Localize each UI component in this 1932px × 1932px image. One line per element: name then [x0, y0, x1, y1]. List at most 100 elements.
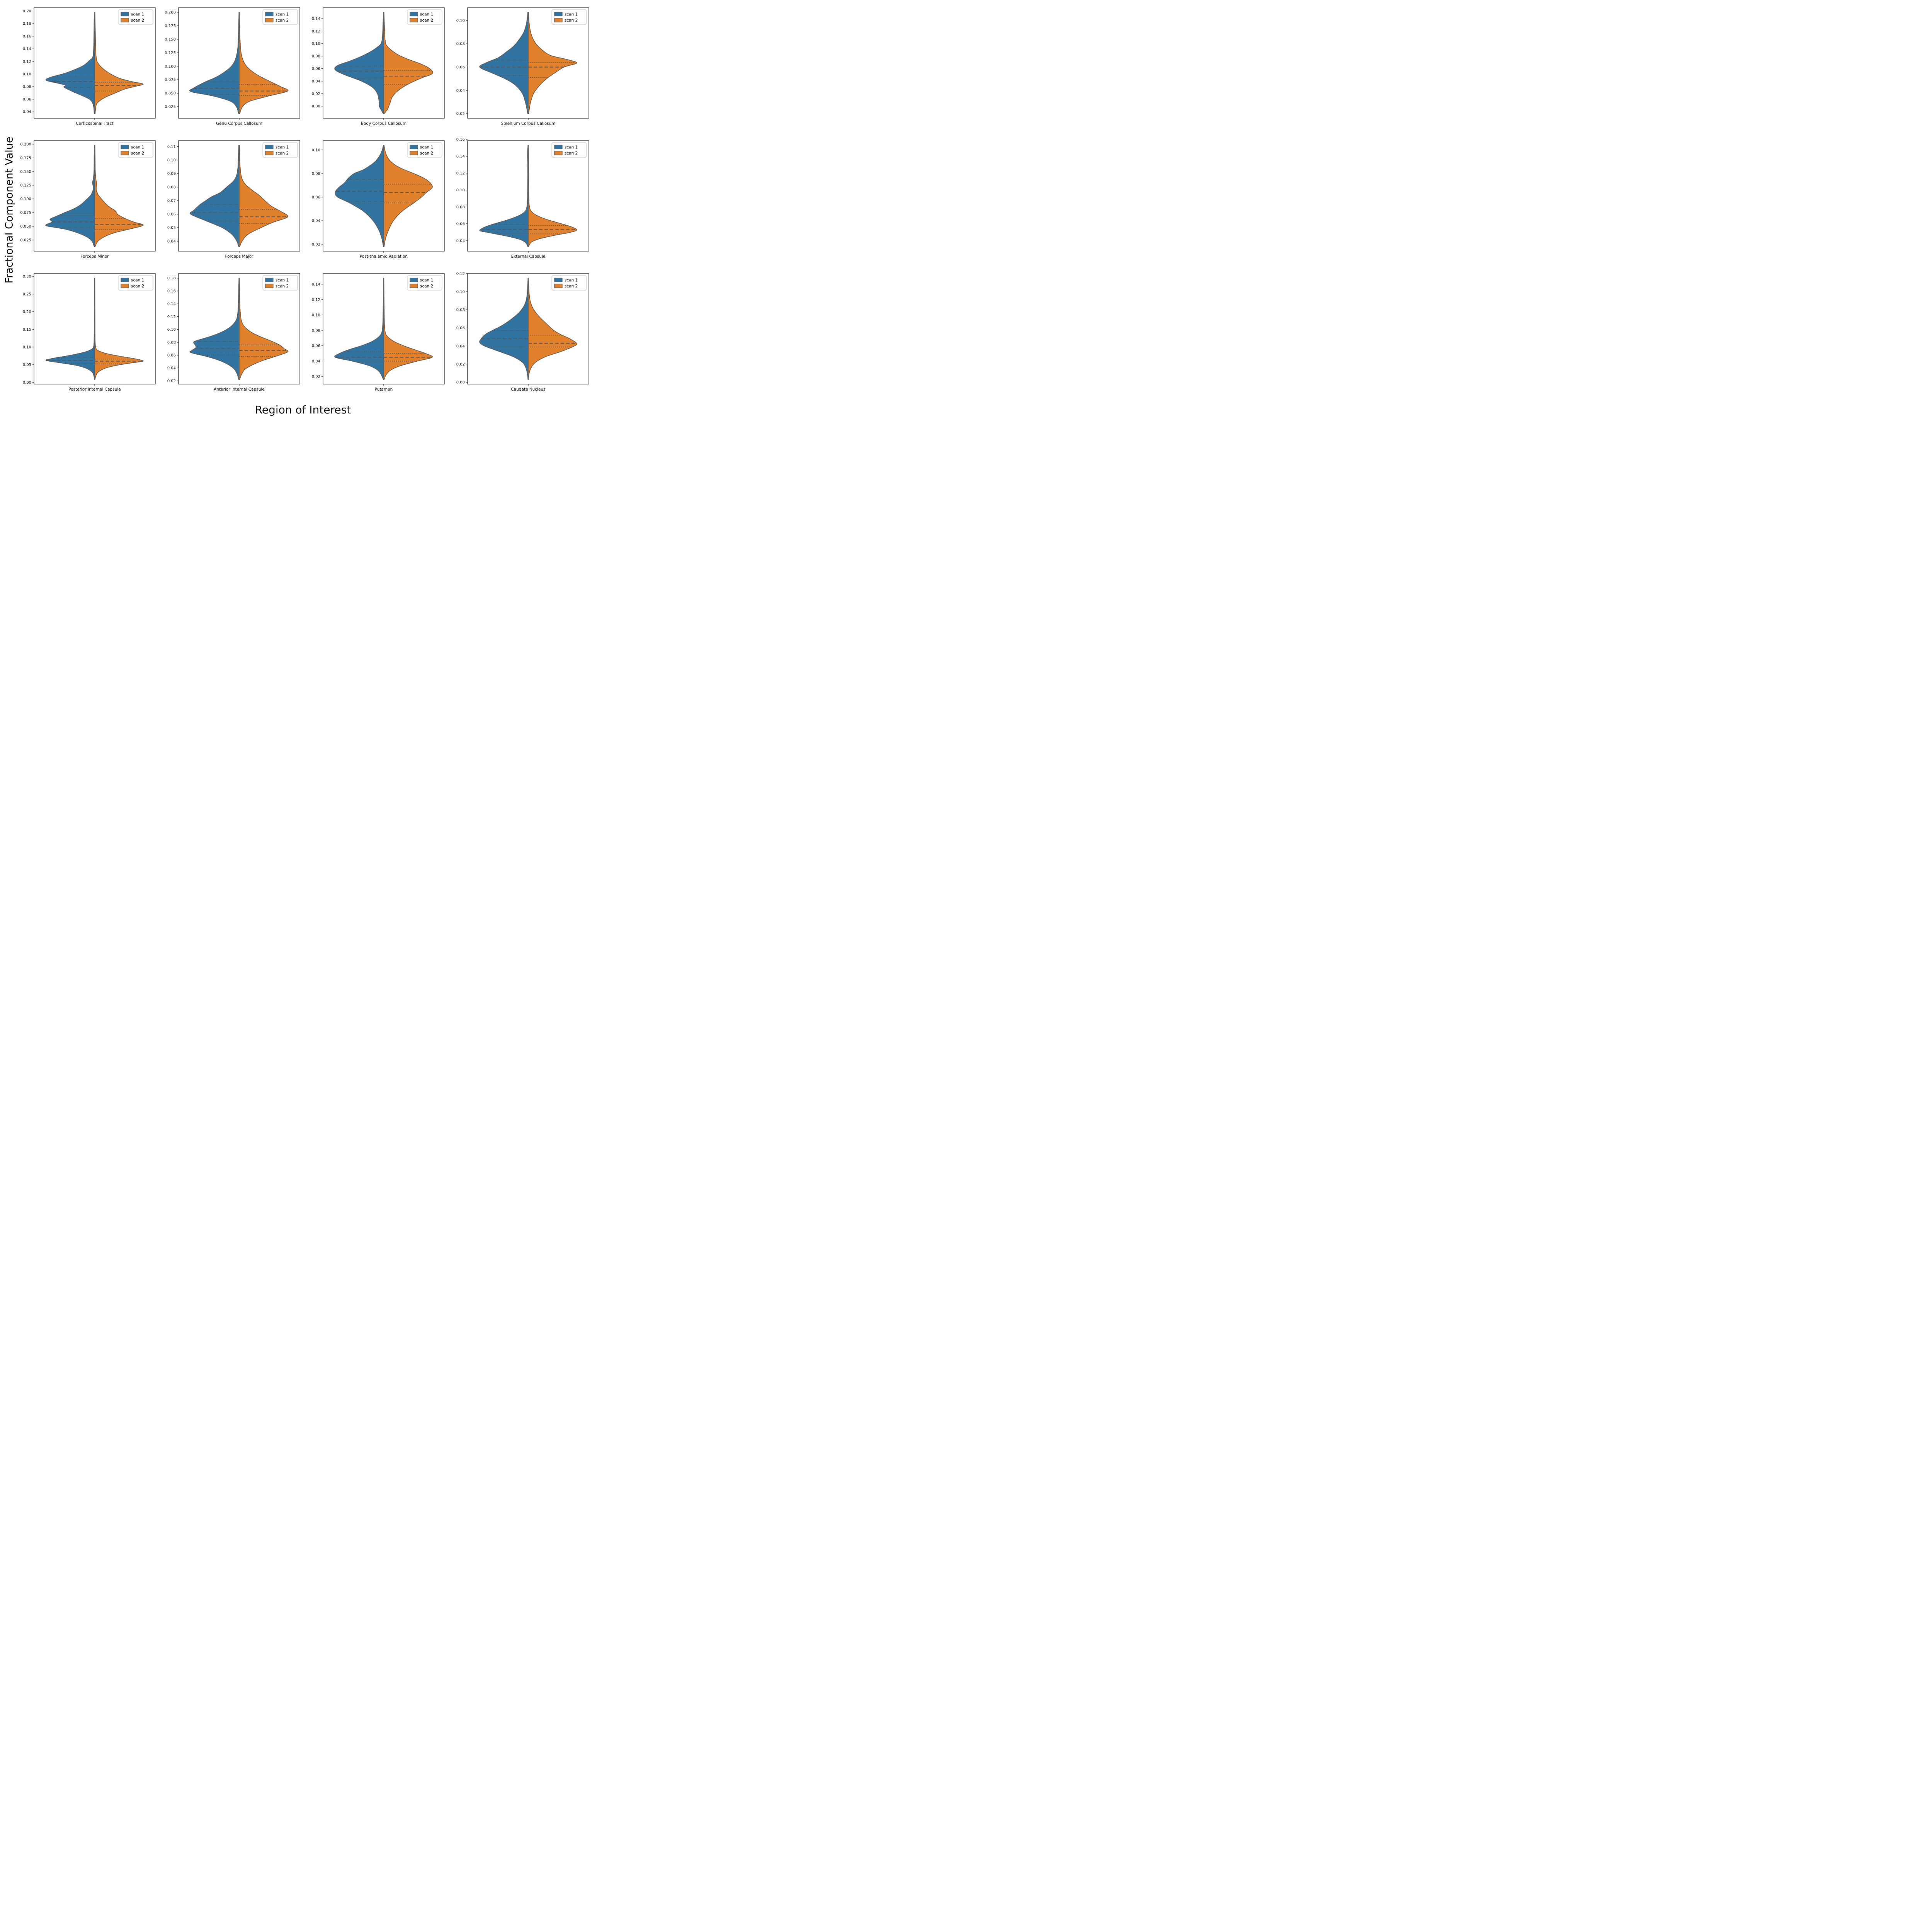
- y-tick-label: 0.12: [312, 298, 320, 302]
- legend-label-scan-1: scan 1: [131, 278, 144, 283]
- legend-label-scan-1: scan 1: [131, 12, 144, 17]
- y-tick-label: 0.25: [23, 292, 31, 296]
- violin-scan-1: [335, 145, 384, 247]
- x-tick-label: External Capsule: [511, 254, 546, 259]
- y-tick-label: 0.10: [312, 313, 320, 318]
- y-tick-label: 0.025: [165, 105, 176, 109]
- legend-swatch-scan-1: [410, 145, 418, 150]
- y-tick-label: 0.08: [312, 328, 320, 333]
- violin-scan-2: [528, 278, 578, 380]
- y-tick-label: 0.06: [167, 213, 176, 217]
- y-tick-label: 0.100: [20, 197, 31, 201]
- y-tick-label: 0.15: [23, 328, 31, 332]
- legend-label-scan-2: scan 2: [565, 151, 578, 156]
- y-tick-label: 0.200: [20, 142, 31, 146]
- legend-label-scan-2: scan 2: [420, 284, 433, 289]
- legend-swatch-scan-2: [410, 18, 418, 22]
- y-tick-label: 0.06: [312, 67, 320, 71]
- legend-swatch-scan-2: [265, 151, 274, 155]
- y-tick-label: 0.04: [23, 110, 31, 114]
- subplot-external-capsule: 0.04 0.06 0.08 0.10 0.12 0.14 0.16 External Cap…: [456, 138, 589, 259]
- violin-scan-2: [239, 12, 289, 114]
- legend-swatch-scan-2: [554, 18, 563, 22]
- y-tick-label: 0.200: [165, 10, 176, 15]
- y-tick-label: 0.04: [312, 359, 320, 364]
- violin-scan-1: [334, 278, 384, 380]
- y-tick-label: 0.050: [165, 92, 176, 96]
- x-tick-label: Splenium Corpus Callosum: [501, 121, 555, 126]
- y-tick-label: 0.08: [312, 54, 320, 59]
- violin-scan-2: [383, 12, 433, 114]
- y-tick-label: 0.06: [167, 353, 176, 357]
- violin-scan-2: [94, 278, 144, 380]
- y-tick-label: 0.08: [312, 172, 320, 176]
- legend-swatch-scan-2: [410, 151, 418, 155]
- subplot-corticospinal-tract: 0.04 0.06 0.08 0.10 0.12 0.14 0.16 0.18 0.20 Cort…: [23, 7, 156, 126]
- violin-scan-2: [383, 145, 433, 247]
- violin-scan-2: [239, 145, 288, 247]
- violin-scan-1: [45, 12, 95, 114]
- subplot-caudate-nucleus: 0.00 0.02 0.04 0.06 0.08 0.10 0.12 Caudate Nucl…: [456, 272, 589, 392]
- y-tick-label: 0.06: [456, 222, 465, 226]
- legend-swatch-scan-1: [121, 277, 129, 282]
- y-tick-label: 0.06: [312, 195, 320, 199]
- y-tick-label: 0.04: [312, 79, 320, 83]
- y-tick-label: 0.16: [23, 34, 31, 39]
- y-tick-label: 0.075: [20, 211, 31, 215]
- legend-label-scan-1: scan 1: [420, 278, 433, 283]
- y-tick-label: 0.10: [23, 72, 31, 77]
- legend-label-scan-2: scan 2: [420, 18, 433, 23]
- violin-scan-2: [94, 12, 144, 114]
- y-tick-label: 0.150: [20, 170, 31, 174]
- y-tick-label: 0.04: [456, 88, 465, 93]
- legend-label-scan-2: scan 2: [131, 18, 144, 23]
- y-tick-label: 0.02: [456, 112, 465, 116]
- x-tick-label: Forceps Minor: [80, 254, 109, 259]
- subplot-posterior-internal-capsule: 0.00 0.05 0.10 0.15 0.20 0.25 0.30 Posterior In…: [23, 273, 156, 392]
- y-tick-label: 0.02: [312, 375, 320, 379]
- y-tick-label: 0.02: [456, 362, 465, 367]
- y-tick-label: 0.02: [167, 379, 176, 383]
- y-tick-label: 0.12: [312, 29, 320, 34]
- y-tick-label: 0.30: [23, 275, 31, 279]
- legend-swatch-scan-1: [410, 277, 418, 282]
- x-tick-label: Putamen: [375, 387, 393, 392]
- y-tick-label: 0.025: [20, 238, 31, 243]
- y-tick-label: 0.12: [456, 171, 465, 175]
- legend-label-scan-2: scan 2: [565, 18, 578, 23]
- legend-swatch-scan-1: [121, 145, 129, 150]
- legend-label-scan-1: scan 1: [420, 145, 433, 150]
- legend-swatch-scan-2: [554, 284, 563, 288]
- y-tick-label: 0.06: [23, 97, 31, 102]
- y-tick-label: 0.100: [165, 65, 176, 69]
- legend-label-scan-1: scan 1: [565, 278, 578, 283]
- x-tick-label: Corticospinal Tract: [76, 121, 113, 126]
- legend-label-scan-2: scan 2: [131, 151, 144, 156]
- chart-grid: 0.04 0.06 0.08 0.10 0.12 0.14 0.16 0.18 0.20 Cort…: [15, 5, 592, 398]
- x-tick-label: Posterior Internal Capsule: [68, 387, 121, 392]
- y-tick-label: 0.08: [456, 42, 465, 46]
- violin-scan-2: [94, 145, 144, 247]
- subplot-putamen: 0.02 0.04 0.06 0.08 0.10 0.12 0.14 Putamen scan …: [312, 273, 445, 392]
- legend-label-scan-2: scan 2: [565, 284, 578, 289]
- y-tick-label: 0.14: [456, 155, 465, 159]
- y-tick-label: 0.04: [456, 239, 465, 243]
- y-tick-label: 0.16: [167, 289, 176, 293]
- subplot-post-thalamic-radiation: 0.02 0.04 0.06 0.08 0.10 Post-thalamic Radiat…: [312, 140, 445, 259]
- subplot-genu-corpus-callosum: 0.025 0.050 0.075 0.100 0.125 0.150 0.175 0.200…: [165, 7, 300, 126]
- legend-swatch-scan-1: [554, 12, 563, 17]
- legend-label-scan-1: scan 1: [276, 12, 289, 17]
- y-tick-label: 0.06: [456, 326, 465, 330]
- y-tick-label: 0.05: [23, 363, 31, 367]
- y-tick-label: 0.125: [20, 184, 31, 188]
- y-tick-label: 0.02: [312, 242, 320, 247]
- y-tick-label: 0.12: [167, 315, 176, 319]
- y-tick-label: 0.10: [312, 42, 320, 46]
